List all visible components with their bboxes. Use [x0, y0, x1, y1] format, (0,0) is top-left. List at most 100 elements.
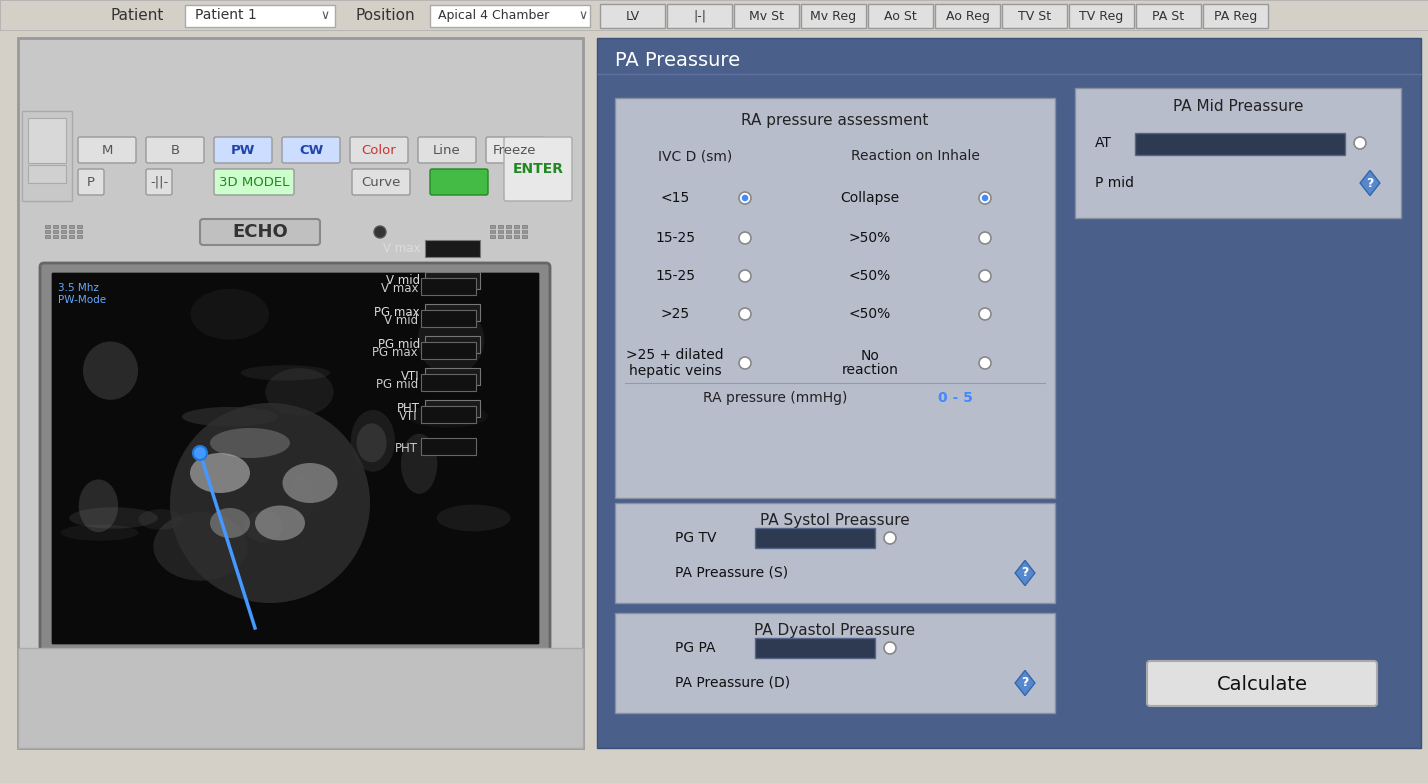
- Text: PG PA: PG PA: [675, 641, 715, 655]
- Circle shape: [740, 357, 751, 369]
- Text: Mv St: Mv St: [750, 9, 784, 23]
- Text: Color: Color: [361, 143, 397, 157]
- Text: RA pressure (mmHg): RA pressure (mmHg): [703, 391, 847, 405]
- FancyBboxPatch shape: [79, 137, 136, 163]
- Text: PG TV: PG TV: [675, 531, 717, 545]
- Bar: [755, 638, 875, 658]
- FancyBboxPatch shape: [214, 169, 294, 195]
- Bar: [421, 438, 476, 455]
- FancyBboxPatch shape: [350, 137, 408, 163]
- Bar: [426, 336, 480, 353]
- Bar: [426, 272, 480, 289]
- Ellipse shape: [290, 474, 314, 521]
- Bar: [1135, 133, 1345, 155]
- Circle shape: [1354, 137, 1367, 149]
- FancyBboxPatch shape: [146, 169, 171, 195]
- Bar: [615, 613, 1055, 713]
- Ellipse shape: [170, 403, 370, 603]
- Text: Ao St: Ao St: [884, 9, 917, 23]
- Bar: [77, 225, 81, 228]
- Circle shape: [740, 232, 751, 244]
- Bar: [523, 230, 527, 233]
- Bar: [21, 111, 71, 201]
- Bar: [426, 368, 480, 385]
- Text: >25 + dilated
hepatic veins: >25 + dilated hepatic veins: [627, 348, 724, 378]
- Ellipse shape: [181, 407, 278, 427]
- Text: V mid: V mid: [384, 313, 418, 327]
- Circle shape: [374, 226, 386, 238]
- Bar: [29, 118, 66, 163]
- Text: V max: V max: [380, 282, 418, 294]
- Bar: [1002, 4, 1067, 28]
- Bar: [498, 230, 503, 233]
- Ellipse shape: [244, 511, 283, 542]
- Text: Position: Position: [356, 8, 414, 23]
- Ellipse shape: [407, 404, 488, 428]
- Bar: [421, 310, 476, 327]
- Bar: [69, 235, 74, 238]
- Text: Ao Reg: Ao Reg: [945, 9, 990, 23]
- Text: M: M: [101, 143, 113, 157]
- Ellipse shape: [241, 365, 330, 381]
- Bar: [615, 98, 1055, 498]
- Text: <15: <15: [660, 191, 690, 205]
- Bar: [421, 406, 476, 423]
- Bar: [421, 374, 476, 391]
- Circle shape: [980, 357, 991, 369]
- Bar: [1202, 4, 1268, 28]
- Bar: [53, 230, 59, 233]
- Bar: [77, 230, 81, 233]
- FancyBboxPatch shape: [418, 137, 476, 163]
- Text: PHT: PHT: [397, 402, 420, 414]
- Bar: [61, 225, 66, 228]
- Text: 3.5 Mhz: 3.5 Mhz: [59, 283, 99, 293]
- Text: Calculate: Calculate: [1217, 674, 1308, 694]
- Text: Line: Line: [433, 143, 461, 157]
- Ellipse shape: [401, 434, 437, 494]
- Bar: [1075, 88, 1401, 218]
- Text: 0 - 5: 0 - 5: [938, 391, 972, 405]
- Text: VTI: VTI: [400, 410, 418, 423]
- Text: RA pressure assessment: RA pressure assessment: [741, 113, 928, 128]
- Text: PA Mid Preassure: PA Mid Preassure: [1172, 99, 1304, 114]
- Bar: [19, 38, 583, 748]
- Bar: [935, 4, 1000, 28]
- Text: PA Preassure: PA Preassure: [615, 50, 740, 70]
- Text: PG max: PG max: [374, 305, 420, 319]
- FancyBboxPatch shape: [486, 137, 544, 163]
- Text: ?: ?: [1021, 566, 1028, 579]
- FancyBboxPatch shape: [214, 137, 271, 163]
- Bar: [421, 278, 476, 295]
- Ellipse shape: [153, 512, 247, 581]
- Text: -||-: -||-: [150, 175, 169, 189]
- Bar: [69, 230, 74, 233]
- Ellipse shape: [210, 508, 250, 538]
- Text: 15-25: 15-25: [655, 231, 695, 245]
- Text: Collapse: Collapse: [841, 191, 900, 205]
- Bar: [46, 230, 50, 233]
- Bar: [801, 4, 865, 28]
- Bar: [600, 4, 665, 28]
- Text: PHT: PHT: [396, 442, 418, 454]
- Text: 3D MODEL: 3D MODEL: [218, 175, 290, 189]
- Bar: [61, 230, 66, 233]
- Circle shape: [193, 446, 207, 460]
- Text: P: P: [87, 175, 96, 189]
- FancyBboxPatch shape: [40, 263, 550, 653]
- Text: Freeze: Freeze: [493, 143, 537, 157]
- Circle shape: [980, 270, 991, 282]
- Text: TV Reg: TV Reg: [1080, 9, 1124, 23]
- Polygon shape: [1015, 561, 1035, 586]
- Text: TV St: TV St: [1018, 9, 1051, 23]
- Text: LV: LV: [625, 9, 640, 23]
- Bar: [46, 235, 50, 238]
- FancyBboxPatch shape: [281, 137, 340, 163]
- Circle shape: [740, 308, 751, 320]
- Bar: [506, 230, 511, 233]
- Bar: [615, 503, 1055, 603]
- Text: >50%: >50%: [848, 231, 891, 245]
- Bar: [426, 400, 480, 417]
- FancyBboxPatch shape: [351, 169, 410, 195]
- Polygon shape: [1015, 670, 1035, 695]
- Bar: [61, 235, 66, 238]
